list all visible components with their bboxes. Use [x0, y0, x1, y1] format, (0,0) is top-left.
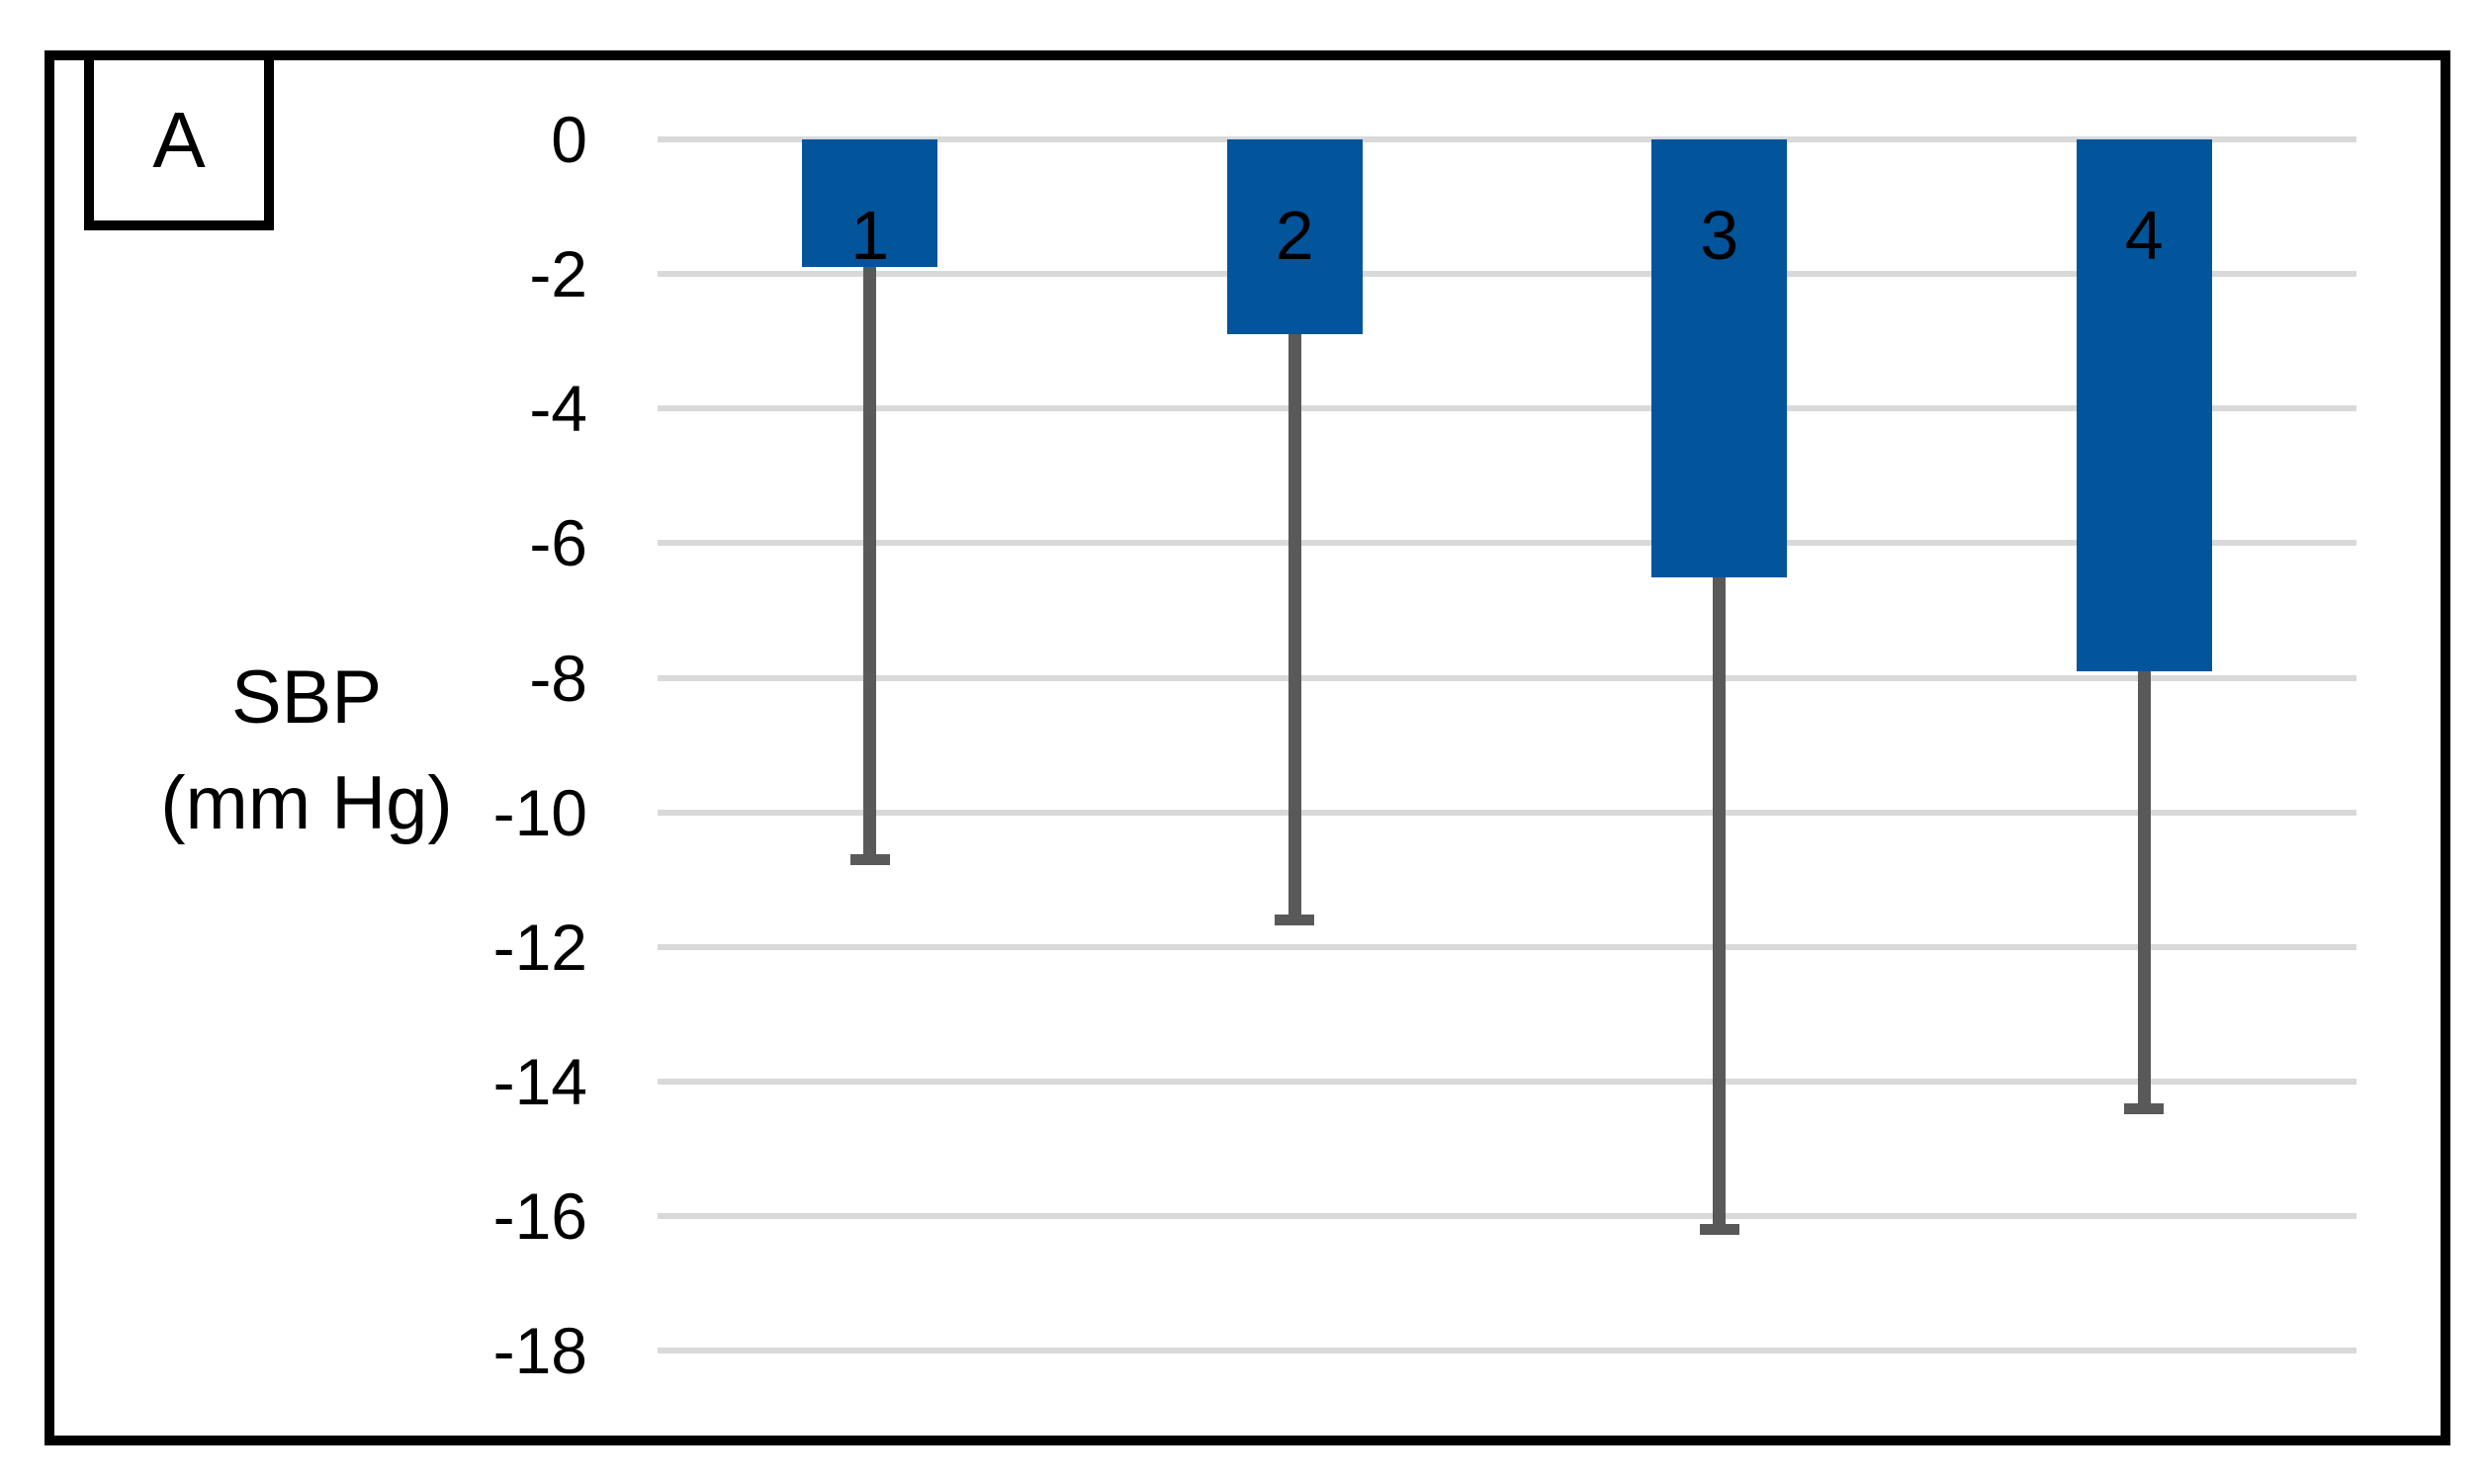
y-axis-title-line2: (mm Hg) [160, 761, 453, 845]
y-tick-label--10: -10 [492, 775, 587, 849]
gridline-y0 [658, 136, 2356, 142]
gridline-y-18 [658, 1348, 2356, 1354]
gridline-y-16 [658, 1213, 2356, 1220]
gridline-y-12 [658, 943, 2356, 950]
gridline-y-4 [658, 405, 2356, 412]
y-axis-title: SBP (mm Hg) [109, 645, 504, 856]
panel-label-box: A [84, 50, 274, 230]
bar-label-3: 3 [1700, 197, 1739, 274]
error-bar-cap-2 [1275, 915, 1315, 926]
y-tick-label-0: 0 [551, 103, 587, 176]
bar-label-1: 1 [850, 197, 890, 274]
error-bar-cap-4 [2124, 1102, 2165, 1114]
bar-2 [1226, 139, 1363, 335]
gridline-y-10 [658, 809, 2356, 816]
error-bar-line-3 [1713, 576, 1727, 1230]
gridline-y-14 [658, 1079, 2356, 1086]
bar-3 [1651, 139, 1788, 577]
bar-4 [2076, 139, 2212, 671]
y-axis-title-line1: SBP [230, 655, 383, 740]
y-tick-label--12: -12 [492, 910, 587, 984]
error-bar-line-1 [863, 267, 877, 860]
y-tick-label--4: -4 [529, 372, 587, 446]
y-tick-label--2: -2 [529, 237, 587, 311]
error-bar-cap-3 [1699, 1224, 1739, 1236]
y-tick-label--8: -8 [529, 641, 587, 715]
gridline-y-2 [658, 271, 2356, 278]
y-tick-label--16: -16 [492, 1179, 587, 1254]
bar-label-2: 2 [1275, 197, 1314, 274]
panel-label: A [152, 96, 206, 184]
gridline-y-6 [658, 540, 2356, 547]
bar-1 [802, 139, 938, 268]
y-tick-label--14: -14 [492, 1045, 587, 1119]
gridline-y-8 [658, 674, 2356, 681]
bar-label-4: 4 [2124, 197, 2164, 274]
y-tick-label--18: -18 [492, 1314, 587, 1388]
error-bar-line-4 [2137, 670, 2151, 1109]
y-tick-label--6: -6 [529, 506, 587, 580]
error-bar-cap-1 [849, 853, 890, 865]
error-bar-line-2 [1288, 334, 1301, 920]
